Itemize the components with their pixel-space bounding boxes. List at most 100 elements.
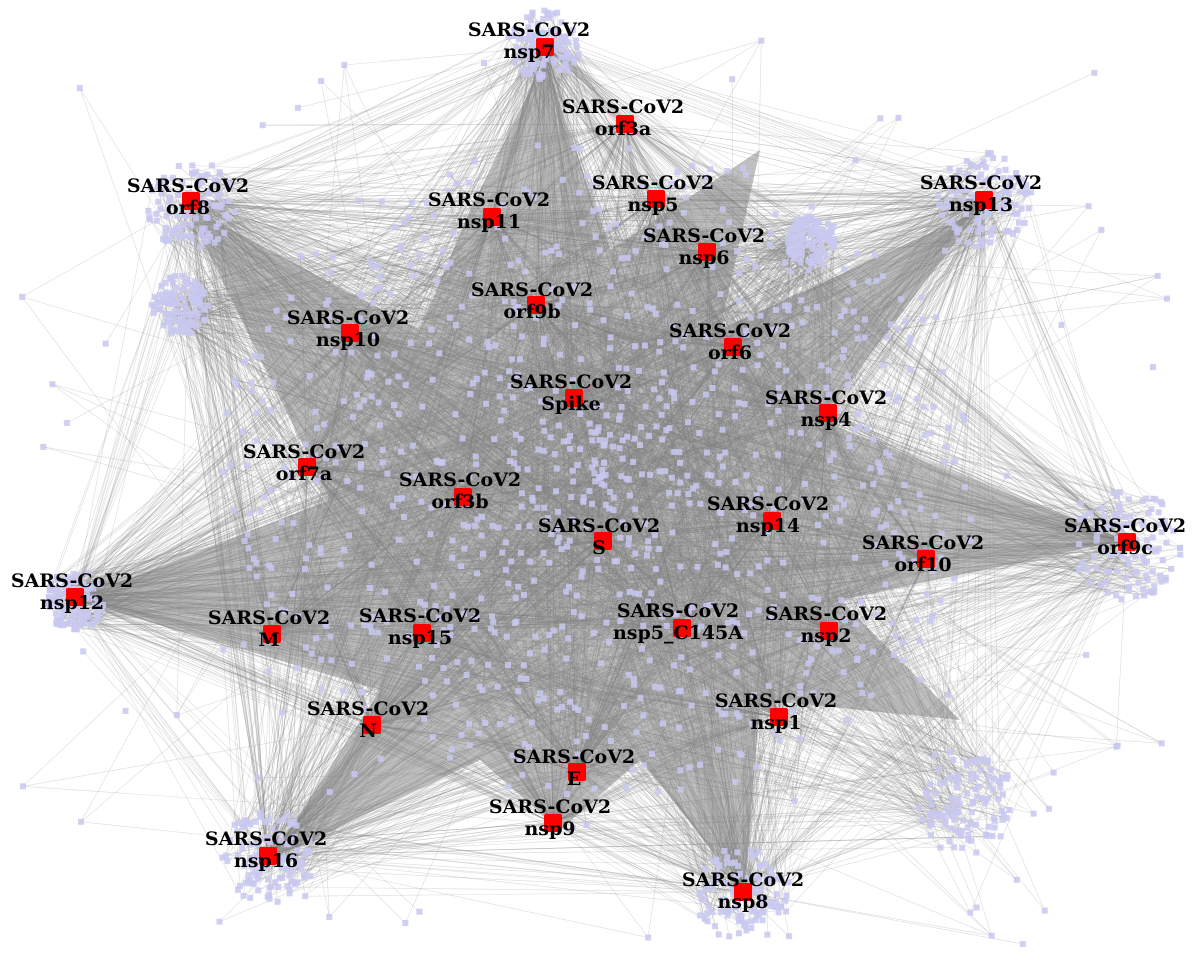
host-protein-node	[854, 250, 861, 257]
interaction-edge	[491, 216, 738, 252]
interaction-edge	[624, 123, 832, 233]
interaction-edge	[544, 46, 801, 257]
host-protein-node	[715, 746, 722, 753]
interaction-edge	[624, 123, 789, 883]
host-protein-node	[927, 618, 934, 625]
host-protein-node	[546, 559, 553, 566]
interaction-edge	[491, 216, 752, 922]
host-protein-node	[368, 561, 375, 568]
host-protein-node	[358, 689, 365, 696]
interaction-edge	[360, 198, 657, 693]
host-protein-node	[632, 343, 639, 350]
interaction-edge	[190, 26, 529, 202]
interaction-edge	[190, 40, 762, 202]
host-protein-node	[645, 545, 652, 552]
interaction-edge	[624, 123, 967, 176]
host-protein-node	[754, 362, 761, 369]
host-protein-node	[290, 520, 297, 527]
interaction-edge	[864, 199, 985, 338]
interaction-edge	[655, 198, 1050, 809]
interaction-edge	[207, 174, 708, 253]
interaction-edge	[190, 200, 500, 379]
interaction-edge	[983, 199, 1148, 562]
host-protein-node	[289, 590, 296, 597]
interaction-edge	[491, 78, 540, 218]
host-protein-node	[430, 582, 437, 589]
interaction-edge	[921, 199, 985, 298]
host-protein-node	[894, 325, 901, 332]
host-protein-node	[809, 594, 816, 601]
interaction-edge	[536, 63, 626, 125]
host-protein-node	[313, 635, 319, 642]
interaction-edge	[374, 216, 493, 337]
interaction-edge	[624, 123, 989, 179]
interaction-edge	[655, 198, 1018, 214]
interaction-edge	[544, 46, 810, 218]
host-protein-node	[659, 436, 666, 443]
host-protein-node	[524, 466, 531, 473]
interaction-edge	[171, 123, 626, 279]
host-protein-node	[469, 380, 476, 387]
host-protein-node	[258, 353, 265, 360]
host-protein-node	[518, 503, 525, 510]
interaction-edge	[544, 46, 636, 252]
host-protein-node	[468, 657, 475, 664]
host-protein-node	[677, 479, 684, 486]
interaction-edge	[180, 123, 626, 229]
interaction-edge	[544, 46, 939, 814]
interaction-edge	[49, 200, 192, 588]
interaction-edge	[45, 123, 626, 605]
interaction-edge	[197, 123, 626, 314]
interaction-edge	[561, 198, 657, 550]
interaction-edge	[561, 199, 985, 708]
interaction-edge	[839, 199, 985, 500]
host-protein-node	[502, 566, 509, 573]
interaction-edge	[655, 198, 887, 453]
interaction-edge	[491, 216, 730, 223]
host-protein-node	[384, 470, 391, 477]
interaction-edge	[508, 46, 546, 372]
interaction-edge	[220, 123, 626, 207]
interaction-edge	[188, 216, 493, 285]
interaction-edge	[245, 46, 546, 884]
interaction-edge	[624, 123, 959, 776]
interaction-edge	[190, 200, 823, 265]
interaction-edge	[225, 198, 657, 216]
interaction-edge	[194, 216, 493, 324]
interaction-edge	[229, 123, 626, 841]
interaction-edge	[22, 724, 373, 787]
interaction-edge	[534, 42, 626, 125]
interaction-edge	[552, 44, 985, 201]
interaction-edge	[278, 216, 493, 821]
interaction-edge	[190, 200, 554, 631]
interaction-edge	[156, 46, 546, 215]
interaction-edge	[521, 251, 708, 337]
interaction-edge	[544, 46, 605, 446]
host-protein-node	[499, 549, 506, 556]
interaction-edge	[190, 200, 775, 608]
interaction-edge	[281, 216, 493, 713]
interaction-edge	[623, 251, 708, 707]
interaction-edge	[190, 200, 434, 696]
interaction-edge	[593, 199, 985, 634]
interaction-edge	[286, 198, 657, 870]
interaction-edge	[624, 123, 941, 784]
interaction-edge	[190, 200, 958, 776]
interaction-edge	[172, 177, 708, 253]
interaction-edge	[497, 123, 626, 687]
interaction-edge	[706, 251, 781, 741]
interaction-edge	[624, 123, 956, 811]
interaction-edge	[561, 49, 708, 253]
interaction-edge	[655, 198, 940, 816]
interaction-edge	[330, 199, 985, 273]
host-protein-node	[587, 306, 594, 313]
host-protein-node	[592, 233, 599, 240]
interaction-edge	[491, 216, 614, 272]
interaction-edge	[816, 199, 985, 308]
interaction-edge	[161, 123, 626, 182]
interaction-edge	[71, 123, 626, 613]
interaction-edge	[544, 46, 623, 459]
interaction-edge	[432, 216, 493, 380]
